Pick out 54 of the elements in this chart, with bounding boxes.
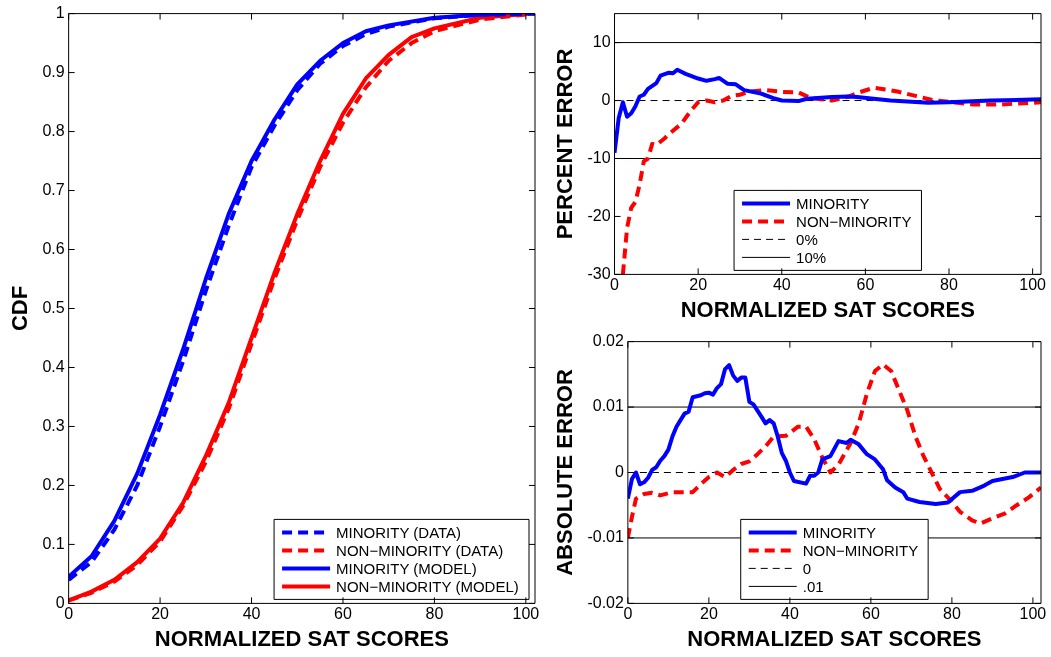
y-tick-label: 0.6	[42, 239, 65, 257]
legend-label: NON−MINORITY	[802, 541, 919, 559]
x-tick-label: 100	[512, 605, 540, 623]
y-tick-label: 0	[614, 462, 624, 480]
legend-label: 0	[802, 559, 812, 577]
legend-label: NON−MINORITY (MODEL)	[336, 577, 519, 595]
x-axis-title: NORMALIZED SAT SCORES	[154, 625, 449, 651]
y-tick-label: 0.01	[592, 397, 624, 415]
x-tick-label: 40	[242, 605, 261, 623]
y-tick-label: -10	[587, 148, 611, 166]
y-tick-label: 0.4	[42, 357, 65, 375]
x-tick-label: 60	[856, 276, 875, 294]
y-tick-label: 0	[55, 593, 65, 611]
y-tick-label: 1	[55, 4, 65, 22]
y-tick-label: 0.02	[592, 332, 624, 350]
y-tick-label: 0.1	[42, 534, 65, 552]
legend-label: MINORITY	[796, 194, 870, 212]
legend-label: NON−MINORITY	[796, 212, 912, 230]
y-tick-label: -0.01	[587, 528, 624, 546]
legend-label: .01	[802, 577, 824, 595]
x-tick-label: 60	[861, 605, 880, 623]
y-tick-label: -20	[587, 206, 611, 224]
y-tick-label: 0.2	[42, 475, 65, 493]
legend-label: 10%	[796, 248, 827, 266]
x-tick-label: 100	[1019, 276, 1047, 294]
x-tick-label: 20	[689, 276, 708, 294]
y-tick-label: -30	[587, 264, 611, 282]
legend-label: MINORITY (DATA)	[336, 523, 462, 541]
y-axis-title: PERCENT ERROR	[552, 48, 578, 240]
y-tick-label: -0.02	[587, 593, 624, 611]
legend-label: NON−MINORITY (DATA)	[336, 541, 504, 559]
y-tick-label: 0.7	[42, 180, 65, 198]
x-tick-label: 80	[942, 605, 961, 623]
x-tick-label: 20	[699, 605, 718, 623]
y-axis-title: CDF	[7, 285, 33, 332]
x-tick-label: 40	[772, 276, 791, 294]
x-tick-label: 60	[334, 605, 352, 623]
x-tick-label: 20	[151, 605, 170, 623]
x-tick-label: 100	[1019, 605, 1047, 623]
legend-label: MINORITY (MODEL)	[336, 559, 477, 577]
legend-label: MINORITY	[802, 523, 877, 541]
x-axis-title: NORMALIZED SAT SCORES	[687, 625, 982, 651]
y-tick-label: 10	[592, 32, 611, 50]
x-tick-label: 80	[425, 605, 444, 623]
y-tick-label: 0.5	[42, 298, 65, 316]
y-axis-title: ABSOLUTE ERROR	[552, 369, 578, 576]
x-tick-label: 80	[940, 276, 959, 294]
y-tick-label: 0.9	[42, 62, 65, 80]
legend-label: 0%	[796, 230, 818, 248]
x-tick-label: 40	[780, 605, 799, 623]
y-tick-label: 0.8	[42, 121, 65, 139]
y-tick-label: 0	[601, 90, 611, 108]
y-tick-label: 0.3	[42, 416, 65, 434]
x-axis-title: NORMALIZED SAT SCORES	[680, 296, 975, 322]
